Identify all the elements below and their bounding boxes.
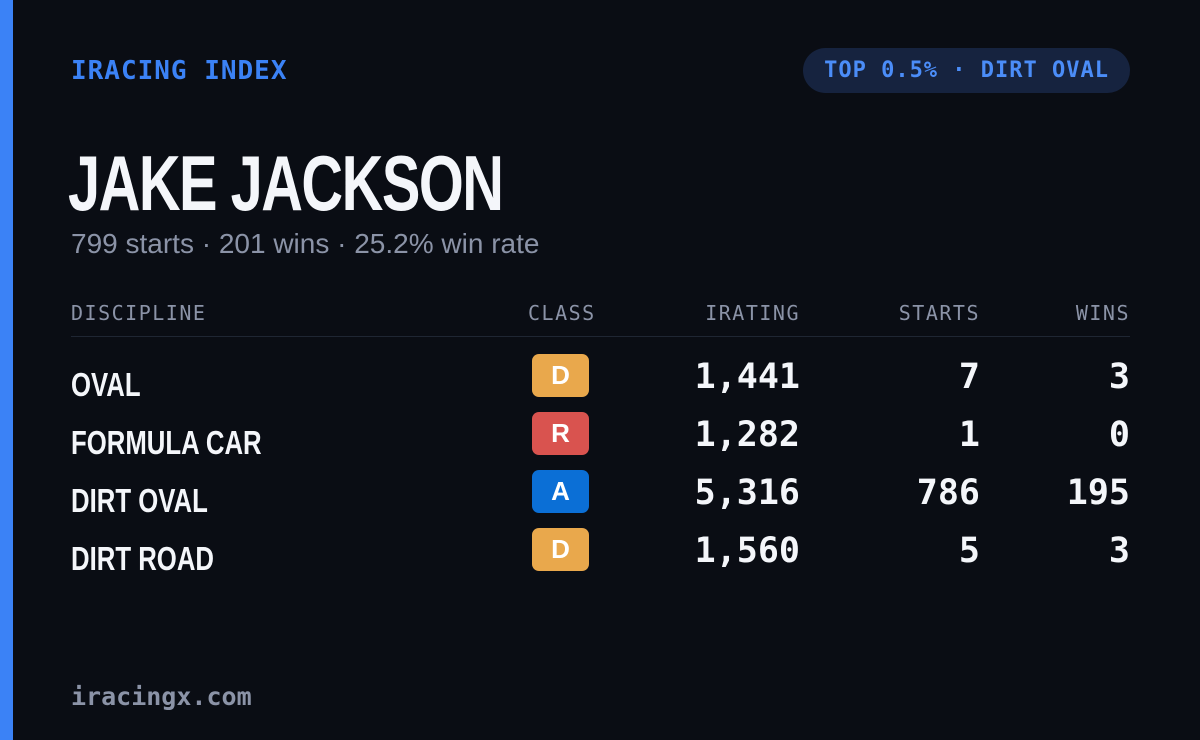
discipline-table: DISCIPLINE CLASS IRATING STARTS WINS OVA… — [71, 296, 1130, 586]
irating-value: 5,316 — [694, 473, 800, 513]
table-row: FORMULA CAR R 1,282 1 0 — [71, 412, 1130, 470]
wins-value: 3 — [1108, 531, 1130, 571]
class-badge: A — [532, 470, 589, 513]
header-class: CLASS — [528, 301, 596, 325]
discipline-name: DIRT OVAL — [71, 482, 208, 519]
accent-bar — [0, 0, 13, 740]
starts-value: 786 — [916, 473, 980, 513]
discipline-name: DIRT ROAD — [71, 540, 214, 577]
table-row: DIRT ROAD D 1,560 5 3 — [71, 528, 1130, 586]
discipline-name: OVAL — [71, 366, 141, 403]
starts-value: 1 — [958, 415, 980, 455]
class-badge: R — [532, 412, 589, 455]
driver-name: JAKE JACKSON — [68, 139, 504, 227]
header-wins: WINS — [1075, 301, 1130, 325]
wins-value: 195 — [1066, 473, 1130, 513]
discipline-name: FORMULA CAR — [71, 424, 262, 461]
table-row: OVAL D 1,441 7 3 — [71, 354, 1130, 412]
brand-title: IRACING INDEX — [71, 56, 288, 86]
table-header: DISCIPLINE CLASS IRATING STARTS WINS — [71, 296, 1130, 337]
starts-value: 5 — [958, 531, 980, 571]
rank-badge: TOP 0.5% · DIRT OVAL — [803, 48, 1130, 93]
header-starts: STARTS — [898, 301, 980, 325]
irating-value: 1,282 — [694, 415, 800, 455]
irating-value: 1,441 — [694, 357, 800, 397]
header-discipline: DISCIPLINE — [71, 301, 207, 325]
wins-value: 3 — [1108, 357, 1130, 397]
header-irating: IRATING — [705, 301, 800, 325]
wins-value: 0 — [1108, 415, 1130, 455]
class-badge: D — [532, 354, 589, 397]
site-link[interactable]: iracingx.com — [71, 682, 252, 711]
driver-summary: 799 starts · 201 wins · 25.2% win rate — [71, 228, 540, 259]
class-badge: D — [532, 528, 589, 571]
starts-value: 7 — [958, 357, 980, 397]
irating-value: 1,560 — [694, 531, 800, 571]
table-body: OVAL D 1,441 7 3 FORMULA CAR R 1,282 1 0… — [71, 354, 1130, 586]
table-row: DIRT OVAL A 5,316 786 195 — [71, 470, 1130, 528]
